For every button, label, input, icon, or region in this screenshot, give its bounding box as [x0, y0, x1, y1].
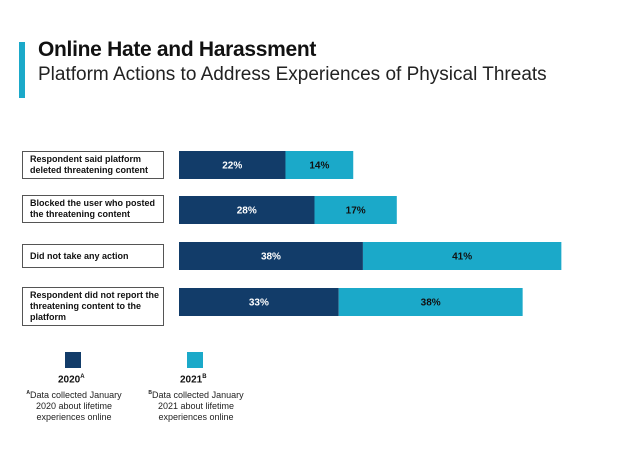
legend-label-2021: 2021B — [180, 374, 207, 386]
legend-swatch-2020 — [65, 352, 81, 368]
data-label-2020-blocked: 28% — [237, 206, 257, 217]
chart-title: Online Hate and Harassment — [38, 38, 317, 61]
bar-2020-blocked — [179, 196, 315, 224]
legend-note-2020: AData collected January 2020 about lifet… — [26, 390, 122, 422]
chart-subtitle: Platform Actions to Address Experiences … — [38, 64, 547, 85]
data-label-2021-no-action: 41% — [452, 252, 472, 263]
legend-swatch-2021 — [187, 352, 203, 368]
bar-2021-deleted — [285, 151, 354, 179]
bar-2020-no-action — [179, 242, 363, 270]
title-accent-bar — [19, 42, 25, 98]
data-label-2021-not-reported: 38% — [421, 298, 441, 309]
data-label-2021-deleted: 14% — [309, 161, 329, 172]
category-label-deleted: Respondent said platform deleted threate… — [22, 151, 164, 179]
bar-2021-blocked — [314, 196, 397, 224]
legend-note-2021: BData collected January 2021 about lifet… — [148, 390, 244, 422]
category-label-not-reported: Respondent did not report the threatenin… — [22, 287, 164, 326]
category-label-blocked: Blocked the user who posted the threaten… — [22, 195, 164, 223]
data-label-2021-blocked: 17% — [346, 206, 366, 217]
bar-2021-no-action — [362, 242, 562, 270]
data-label-2020-no-action: 38% — [261, 252, 281, 263]
bar-2021-not-reported — [338, 288, 523, 316]
category-label-no-action: Did not take any action — [22, 244, 164, 268]
data-label-2020-deleted: 22% — [222, 161, 242, 172]
data-label-2020-not-reported: 33% — [249, 298, 269, 309]
bar-2020-deleted — [179, 151, 286, 179]
bar-2020-not-reported — [179, 288, 339, 316]
legend-label-2020: 2020A — [58, 374, 85, 386]
